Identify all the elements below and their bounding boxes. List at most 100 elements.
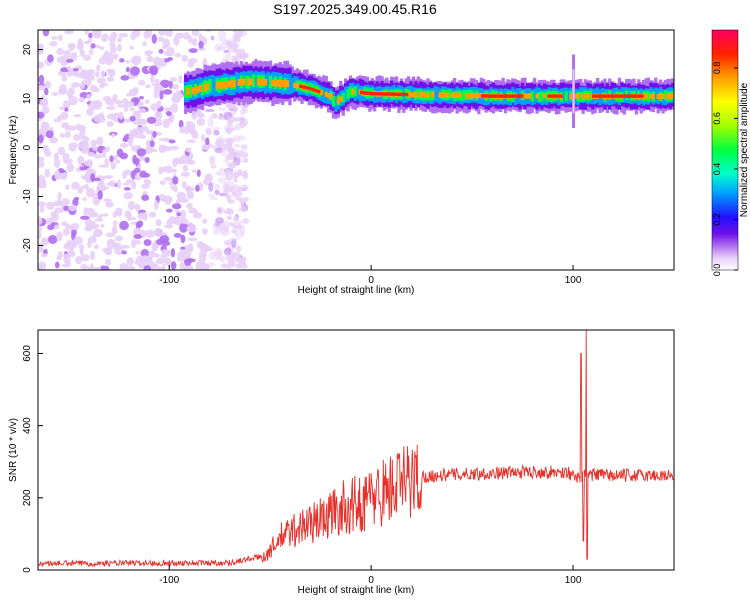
noise-blob (156, 100, 162, 109)
noise-blob (118, 111, 124, 120)
noise-blob (110, 161, 117, 170)
noise-blob (101, 33, 109, 42)
noise-blob (92, 31, 100, 39)
noise-blob (44, 87, 49, 96)
noise-blob (232, 135, 241, 143)
band-hot-cell (302, 85, 306, 89)
noise-blob (111, 225, 118, 235)
noise-blob (240, 205, 247, 213)
noise-blob (131, 238, 137, 249)
y-tick-label: 0 (22, 567, 33, 573)
band-cell (525, 93, 530, 100)
noise-blob (159, 180, 166, 185)
noise-blob (162, 165, 169, 173)
noise-blob (112, 93, 118, 102)
noise-blob (166, 56, 174, 61)
band-cell (288, 73, 292, 95)
noise-blob (200, 134, 205, 142)
noise-blob (86, 108, 94, 116)
noise-blob (61, 221, 68, 226)
band-cell (477, 92, 481, 99)
band-hot-cell (299, 84, 303, 89)
noise-blob (144, 50, 152, 57)
band-cell (654, 87, 658, 104)
band-cell (661, 93, 665, 99)
noise-blob (172, 84, 180, 90)
band-cell (467, 93, 471, 99)
noise-blob (181, 218, 189, 225)
band-hot-cell (487, 94, 491, 98)
noise-blob (114, 207, 123, 215)
band-cell (351, 89, 355, 95)
band-cell (322, 86, 326, 103)
noise-blob (63, 50, 71, 56)
noise-blob (201, 144, 211, 151)
band-cell (247, 78, 251, 86)
noise-blob (225, 207, 232, 213)
noise-blob (40, 121, 48, 131)
noise-blob (128, 141, 134, 147)
noise-blob (198, 253, 207, 264)
band-cell (421, 92, 425, 98)
band-cell (225, 81, 229, 89)
noise-blob (113, 154, 118, 161)
noise-blob (57, 192, 62, 200)
noise-blob (182, 164, 189, 172)
band-cell (419, 91, 423, 98)
band-hot-cell (393, 92, 397, 96)
colorbar-label: Normalized spectral amplitude (739, 82, 750, 217)
noise-blob (205, 137, 210, 146)
noise-blob (47, 234, 58, 244)
band-hot-cell (384, 92, 388, 96)
noise-blob (170, 261, 177, 270)
noise-blob (210, 196, 218, 201)
band-cell (281, 79, 285, 87)
noise-blob (126, 257, 135, 266)
noise-blob (62, 253, 72, 259)
band-hot-cell (595, 94, 599, 98)
noise-blob (165, 208, 173, 213)
noise-blob (232, 30, 240, 33)
spectrogram-x-label: Height of straight line (km) (298, 285, 415, 296)
noise-blob (38, 180, 44, 189)
noise-blob (222, 159, 230, 163)
noise-blob (59, 106, 66, 111)
noise-blob (138, 108, 147, 114)
noise-blob (157, 36, 165, 42)
noise-blob (161, 248, 171, 255)
noise-blob (187, 237, 198, 242)
noise-blob (103, 198, 112, 203)
band-cell (356, 83, 360, 100)
band-cell (462, 90, 467, 101)
noise-blob (68, 204, 78, 212)
noise-blob (99, 265, 110, 270)
noise-blob (44, 168, 51, 178)
noise-blob (205, 246, 214, 252)
noise-blob (84, 183, 89, 190)
noise-blob (117, 43, 122, 52)
snr-frame (37, 329, 675, 571)
noise-blob (213, 183, 221, 191)
noise-blob (237, 224, 243, 231)
noise-blob (108, 180, 116, 187)
noise-blob (73, 133, 81, 142)
band-cell (469, 93, 474, 99)
band-hot-cell (511, 94, 515, 98)
noise-blob (150, 74, 155, 84)
spectrogram-y-ticks: 20 10 0 -10 -20 (22, 44, 43, 253)
noise-blob (96, 228, 102, 236)
noise-blob (180, 246, 186, 250)
noise-blob (202, 228, 208, 235)
noise-blob (163, 257, 172, 266)
band-cell (465, 93, 469, 99)
noise-blob (123, 191, 133, 200)
noise-blob (38, 230, 42, 240)
noise-blob (42, 30, 50, 37)
noise-blob (225, 254, 231, 262)
band-cell (581, 93, 585, 100)
spectrogram-y-label: Frequency (Hz) (8, 116, 19, 185)
noise-blob (226, 39, 231, 45)
noise-blob (63, 205, 70, 211)
noise-blob (105, 232, 116, 238)
noise-blob (139, 170, 147, 178)
